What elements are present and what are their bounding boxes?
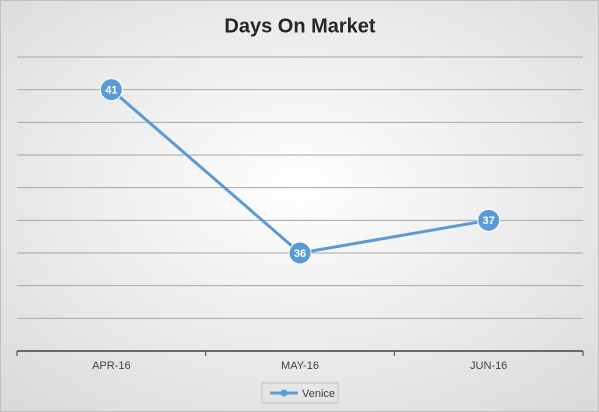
data-point: [288, 241, 312, 265]
data-point: [477, 208, 501, 232]
x-tick-label: MAY-16: [281, 360, 319, 372]
data-label: 37: [483, 215, 495, 227]
data-label: 36: [294, 248, 306, 260]
data-point: [99, 78, 123, 102]
chart-title: Days On Market: [224, 15, 376, 37]
x-tick-label: APR-16: [92, 360, 131, 372]
x-tick-label: JUN-16: [470, 360, 507, 372]
legend-marker: [280, 389, 288, 397]
legend-label: Venice: [302, 388, 335, 400]
legend-box: [261, 382, 339, 404]
data-label: 41: [105, 85, 117, 97]
